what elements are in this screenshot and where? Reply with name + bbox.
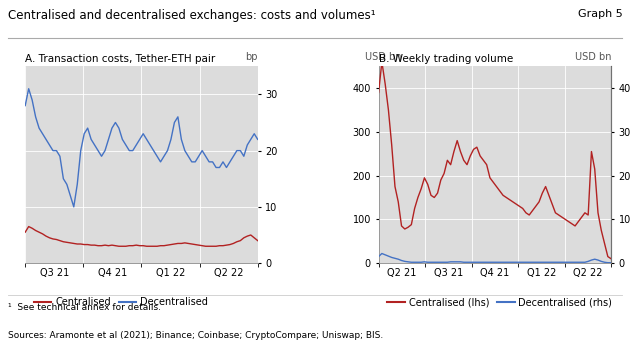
Text: Centralised and decentralised exchanges: costs and volumes¹: Centralised and decentralised exchanges:… bbox=[8, 9, 375, 22]
Legend: Centralised (lhs), Decentralised (rhs): Centralised (lhs), Decentralised (rhs) bbox=[384, 294, 616, 311]
Text: A. Transaction costs, Tether-ETH pair: A. Transaction costs, Tether-ETH pair bbox=[25, 54, 215, 64]
Text: Sources: Aramonte et al (2021); Binance; Coinbase; CryptoCompare; Uniswap; BIS.: Sources: Aramonte et al (2021); Binance;… bbox=[8, 331, 383, 340]
Text: B. Weekly trading volume: B. Weekly trading volume bbox=[379, 54, 513, 64]
Text: ¹  See technical annex for details.: ¹ See technical annex for details. bbox=[8, 303, 161, 311]
Text: bp: bp bbox=[245, 52, 258, 62]
Text: USD bn: USD bn bbox=[575, 52, 611, 62]
Text: USD bn: USD bn bbox=[365, 52, 401, 62]
Text: Graph 5: Graph 5 bbox=[578, 9, 622, 19]
Legend: Centralised, Decentralised: Centralised, Decentralised bbox=[30, 294, 212, 311]
